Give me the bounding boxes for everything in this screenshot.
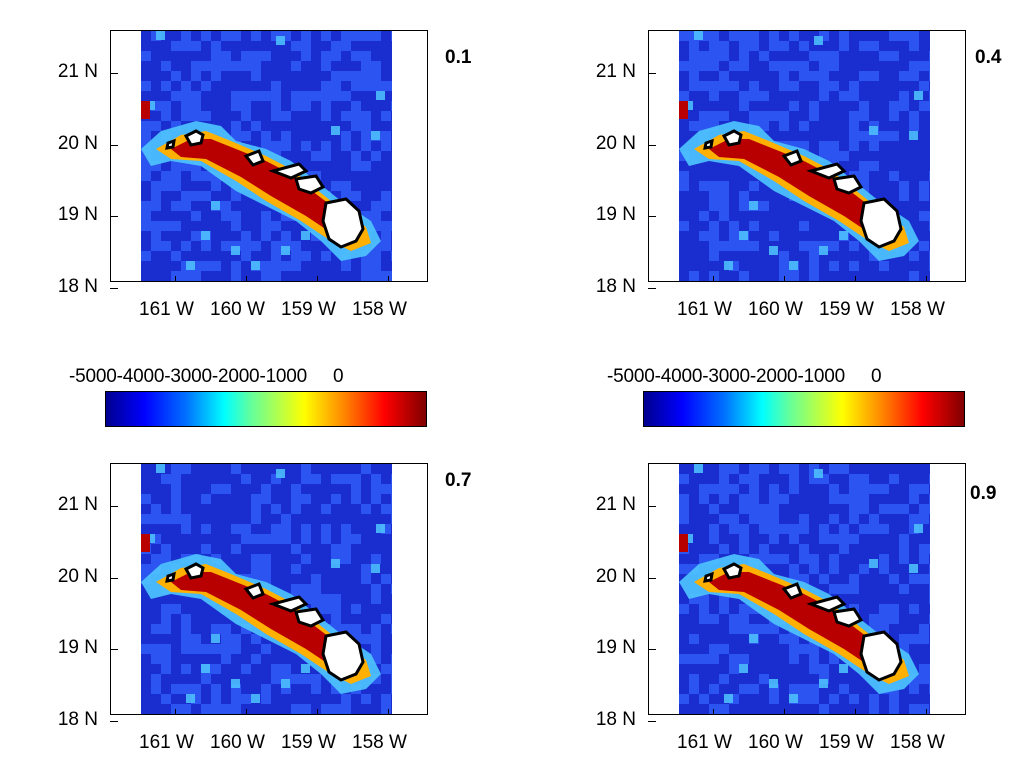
y-tick xyxy=(648,73,656,74)
colorbar-gradient xyxy=(105,391,427,427)
x-tick-label: 159 W xyxy=(819,299,874,320)
y-tick xyxy=(648,721,656,722)
x-tick xyxy=(246,276,247,282)
y-tick-label: 20 N xyxy=(595,566,636,587)
panel-label: 0.9 xyxy=(970,483,997,504)
x-tick xyxy=(855,276,856,282)
colorbar-tick-labels: -5000-4000-3000-2000-1000 0 xyxy=(607,366,882,387)
map-frame xyxy=(110,30,428,282)
y-tick xyxy=(110,288,118,289)
map-panel-1: 21 N 20 N 19 N 18 N 161 W 160 W 159 W 158 W xyxy=(0,0,486,335)
y-tick-label: 18 N xyxy=(57,709,98,730)
x-tick xyxy=(317,276,318,282)
y-tick xyxy=(648,506,656,507)
x-tick xyxy=(713,276,714,282)
x-tick xyxy=(926,709,927,715)
x-tick-label: 160 W xyxy=(210,732,265,753)
y-tick xyxy=(110,216,118,217)
y-tick-label: 20 N xyxy=(57,566,98,587)
map-frame xyxy=(648,463,966,715)
y-tick-label: 19 N xyxy=(595,204,636,225)
x-tick-label: 161 W xyxy=(677,299,732,320)
map-panel-3: 21 N 20 N 19 N 18 N 161 W 160 W 159 W 158 W xyxy=(0,433,486,768)
y-tick-label: 19 N xyxy=(595,637,636,658)
x-tick-label: 161 W xyxy=(677,732,732,753)
y-tick xyxy=(110,145,118,146)
x-tick-label: 158 W xyxy=(352,732,407,753)
x-tick xyxy=(388,709,389,715)
y-tick-label: 19 N xyxy=(57,637,98,658)
x-tick-label: 159 W xyxy=(281,732,336,753)
y-tick-label: 20 N xyxy=(57,133,98,154)
x-tick-label: 158 W xyxy=(352,299,407,320)
x-tick xyxy=(175,276,176,282)
x-tick xyxy=(388,276,389,282)
y-tick-label: 21 N xyxy=(57,494,98,515)
y-tick xyxy=(110,578,118,579)
y-tick xyxy=(648,578,656,579)
x-tick xyxy=(317,709,318,715)
x-tick-label: 160 W xyxy=(748,732,803,753)
map-panel-4: 21 N 20 N 19 N 18 N 161 W 160 W 159 W 158 W xyxy=(538,433,1024,768)
y-tick-label: 21 N xyxy=(595,61,636,82)
x-tick-label: 160 W xyxy=(748,299,803,320)
y-tick xyxy=(648,288,656,289)
x-tick xyxy=(175,709,176,715)
colorbar-left: -5000-4000-3000-2000-1000 0 xyxy=(69,366,435,436)
x-tick-label: 159 W xyxy=(819,732,874,753)
y-tick xyxy=(110,73,118,74)
map-panel-2: 21 N 20 N 19 N 18 N 161 W 160 W 159 W 158 W xyxy=(538,0,1024,335)
bathymetry-map xyxy=(679,464,939,714)
x-tick-label: 160 W xyxy=(210,299,265,320)
x-tick-label: 158 W xyxy=(890,299,945,320)
x-tick-label: 161 W xyxy=(139,299,194,320)
panel-label: 0.1 xyxy=(445,47,472,68)
panel-label: 0.4 xyxy=(975,47,1002,68)
y-tick-label: 18 N xyxy=(57,276,98,297)
y-tick-label: 18 N xyxy=(595,709,636,730)
x-tick xyxy=(784,276,785,282)
y-tick xyxy=(648,649,656,650)
y-tick-label: 20 N xyxy=(595,133,636,154)
y-tick-label: 21 N xyxy=(595,494,636,515)
x-tick xyxy=(784,709,785,715)
x-tick-label: 159 W xyxy=(281,299,336,320)
x-tick xyxy=(246,709,247,715)
y-tick-label: 19 N xyxy=(57,204,98,225)
panel-label: 0.7 xyxy=(445,470,472,491)
bathymetry-map xyxy=(679,31,939,281)
colorbar-tick-labels: -5000-4000-3000-2000-1000 0 xyxy=(69,366,344,387)
x-tick xyxy=(713,709,714,715)
bathymetry-map xyxy=(141,31,401,281)
y-tick-label: 18 N xyxy=(595,276,636,297)
x-tick xyxy=(855,709,856,715)
y-tick xyxy=(110,649,118,650)
y-tick xyxy=(110,721,118,722)
map-frame xyxy=(110,463,428,715)
y-tick xyxy=(110,506,118,507)
x-tick xyxy=(926,276,927,282)
colorbar-right: -5000-4000-3000-2000-1000 0 xyxy=(607,366,973,436)
x-tick-label: 158 W xyxy=(890,732,945,753)
y-tick-label: 21 N xyxy=(57,61,98,82)
y-tick xyxy=(648,145,656,146)
map-frame xyxy=(648,30,966,282)
colorbar-gradient xyxy=(643,391,965,427)
y-tick xyxy=(648,216,656,217)
bathymetry-map xyxy=(141,464,401,714)
x-tick-label: 161 W xyxy=(139,732,194,753)
